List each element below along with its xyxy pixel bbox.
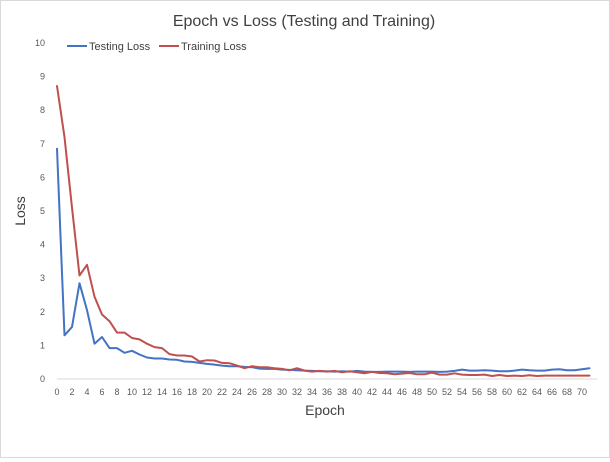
x-tick-label: 50 xyxy=(427,387,437,397)
x-tick-label: 10 xyxy=(127,387,137,397)
x-tick-label: 42 xyxy=(367,387,377,397)
x-tick-label: 4 xyxy=(84,387,89,397)
x-tick-label: 52 xyxy=(442,387,452,397)
x-tick-label: 2 xyxy=(69,387,74,397)
x-tick-label: 32 xyxy=(292,387,302,397)
x-tick-label: 56 xyxy=(472,387,482,397)
y-tick-label: 0 xyxy=(40,374,45,384)
x-tick-label: 62 xyxy=(517,387,527,397)
x-tick-labels: 0 2 4 6 8 10 12 14 16 18 20 22 24 26 28 30 32 34 36 38 40 42 4… xyxy=(54,387,587,397)
x-tick-label: 28 xyxy=(262,387,272,397)
x-axis-label: Epoch xyxy=(305,402,345,418)
x-tick-label: 30 xyxy=(277,387,287,397)
x-tick-label: 16 xyxy=(172,387,182,397)
x-tick-label: 26 xyxy=(247,387,257,397)
x-tick-label: 70 xyxy=(577,387,587,397)
x-tick-label: 36 xyxy=(322,387,332,397)
x-tick-label: 54 xyxy=(457,387,467,397)
x-tick-label: 20 xyxy=(202,387,212,397)
x-tick-label: 24 xyxy=(232,387,242,397)
y-axis-label: Loss xyxy=(12,196,28,226)
y-tick-label: 3 xyxy=(40,273,45,283)
x-tick-label: 0 xyxy=(54,387,59,397)
x-tick-label: 68 xyxy=(562,387,572,397)
x-tick-label: 12 xyxy=(142,387,152,397)
x-tick-label: 8 xyxy=(114,387,119,397)
series-lines xyxy=(56,85,591,377)
x-tick-label: 64 xyxy=(532,387,542,397)
y-tick-label: 8 xyxy=(40,105,45,115)
legend-label: Training Loss xyxy=(181,41,247,53)
y-tick-labels: 0 1 2 3 4 5 6 7 8 9 10 xyxy=(35,38,45,384)
y-tick-label: 6 xyxy=(40,172,45,182)
x-tick-label: 22 xyxy=(217,387,227,397)
x-tick-label: 38 xyxy=(337,387,347,397)
x-tick-label: 6 xyxy=(99,387,104,397)
x-tick-label: 44 xyxy=(382,387,392,397)
x-tick-label: 66 xyxy=(547,387,557,397)
x-tick-label: 48 xyxy=(412,387,422,397)
x-tick-label: 58 xyxy=(487,387,497,397)
x-tick-label: 14 xyxy=(157,387,167,397)
y-tick-label: 9 xyxy=(40,72,45,82)
x-tick-label: 60 xyxy=(502,387,512,397)
legend-label: Testing Loss xyxy=(89,41,151,53)
chart-title: Epoch vs Loss (Testing and Training) xyxy=(173,13,435,30)
y-tick-label: 7 xyxy=(40,139,45,149)
y-tick-label: 2 xyxy=(40,307,45,317)
legend: Testing Loss Training Loss xyxy=(67,41,247,53)
x-tick-label: 18 xyxy=(187,387,197,397)
x-tick-label: 34 xyxy=(307,387,317,397)
y-tick-label: 5 xyxy=(40,206,45,216)
series-line-training-loss xyxy=(56,85,591,377)
x-tick-label: 40 xyxy=(352,387,362,397)
y-tick-label: 10 xyxy=(35,38,45,48)
y-tick-label: 1 xyxy=(40,340,45,350)
y-tick-label: 4 xyxy=(40,240,45,250)
x-tick-label: 46 xyxy=(397,387,407,397)
